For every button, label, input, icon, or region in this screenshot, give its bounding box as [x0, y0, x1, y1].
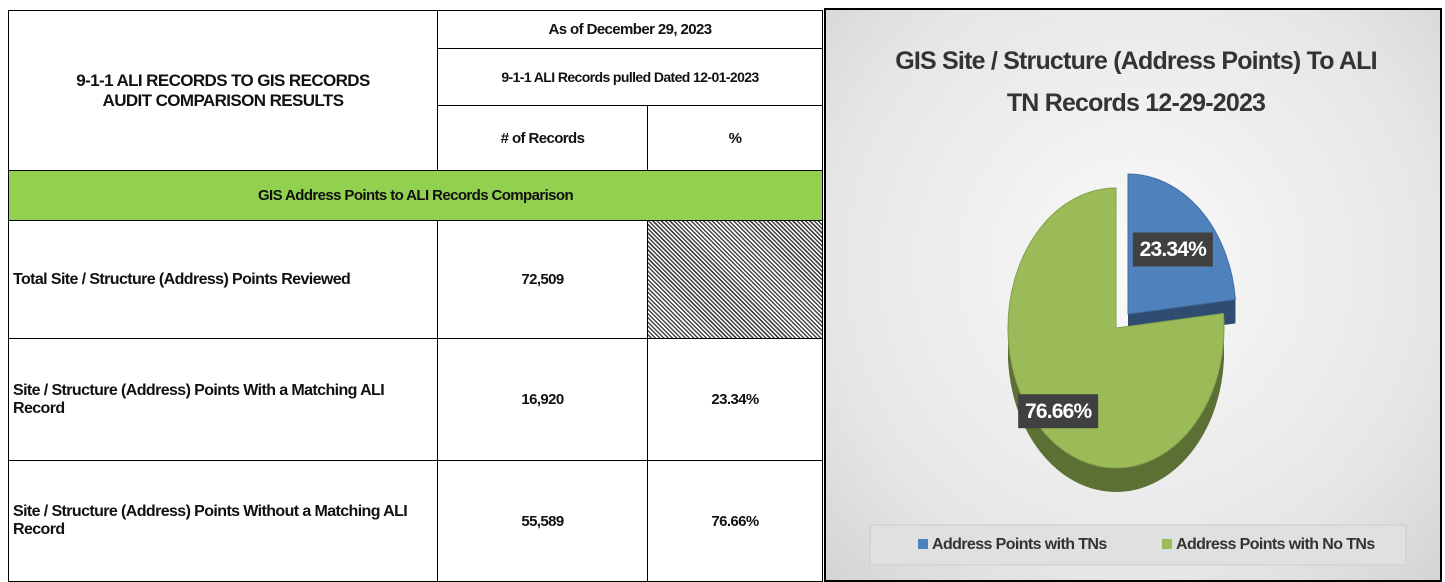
col-header: % [647, 105, 823, 171]
records: 72,509 [437, 220, 648, 339]
legend-swatch [1162, 539, 1172, 549]
title-line: AUDIT COMPARISON RESULTS [102, 90, 345, 110]
legend-label: Address Points with No TNs [1176, 536, 1375, 553]
label-text: 23.34% [1140, 238, 1208, 261]
hatched-cell [647, 220, 823, 339]
section-header: GIS Address Points to ALI Records Compar… [8, 170, 823, 221]
label-box [1018, 394, 1099, 429]
row-label: Site / Structure (Address) Points Withou… [8, 460, 438, 582]
legend-label: Address Points with TNs [932, 536, 1107, 553]
title-line: 9-1-1 ALI RECORDS TO GIS RECORDS [76, 70, 370, 90]
records: 55,589 [437, 460, 648, 582]
pulled: 9-1-1 ALI Records pulled Dated 12-01-202… [437, 48, 823, 106]
row-label: Site / Structure (Address) Points With a… [8, 338, 438, 461]
chart-title: GIS Site / Structure (Address Points) To… [895, 47, 1377, 117]
data-label: 76.66% [1018, 394, 1099, 429]
chart: 23.34% 76.66% Address Points with TNs Addre… [869, 173, 1407, 566]
chart-panel: GIS Site / Structure (Address Points) To… [824, 8, 1442, 582]
table-title: 9-1-1 ALI RECORDS TO GIS RECORDS AUDIT C… [8, 10, 438, 171]
percent: 76.66% [647, 460, 823, 582]
data-label: 23.34% [1132, 232, 1213, 267]
percent: 23.34% [647, 338, 823, 461]
col-header: # of Records [437, 105, 648, 171]
legend-box [869, 524, 1407, 566]
legend-swatch [918, 539, 928, 549]
as-of: As of December 29, 2023 [437, 10, 823, 49]
records: 16,920 [437, 338, 648, 461]
row-label: Total Site / Structure (Address) Points … [8, 220, 438, 339]
label-text: 76.66% [1025, 400, 1093, 423]
label-box [1132, 232, 1213, 267]
